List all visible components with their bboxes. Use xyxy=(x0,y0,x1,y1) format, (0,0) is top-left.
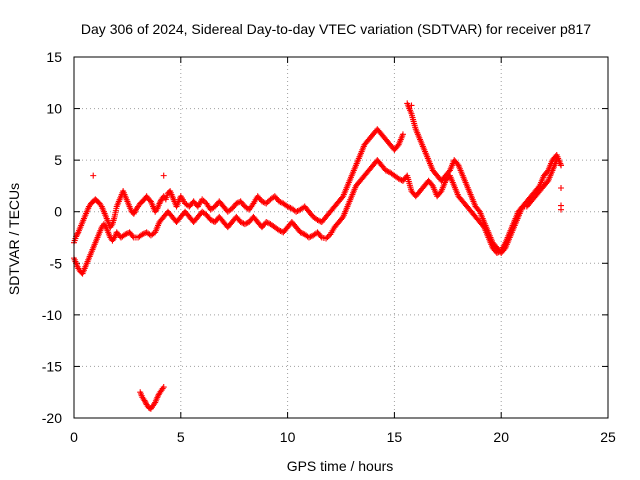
data-point xyxy=(131,209,138,216)
data-point xyxy=(156,200,163,207)
data-point xyxy=(239,219,246,226)
grid xyxy=(74,57,608,418)
data-point xyxy=(317,233,324,240)
plot-frame xyxy=(73,56,609,419)
x-tick-label: 25 xyxy=(600,429,616,445)
data-point xyxy=(207,216,214,223)
data-point xyxy=(297,229,304,236)
x-axis-label: GPS time / hours xyxy=(287,458,394,474)
data-point xyxy=(294,208,301,215)
data-point xyxy=(518,204,525,211)
data-point xyxy=(324,234,331,241)
data-point xyxy=(154,394,161,401)
x-tick-label: 10 xyxy=(280,429,296,445)
data-point xyxy=(73,232,80,239)
data-point xyxy=(394,142,401,149)
data-point xyxy=(284,203,291,210)
data-point xyxy=(437,189,444,196)
data-point xyxy=(264,199,271,206)
x-tick-label: 5 xyxy=(177,429,185,445)
data-point xyxy=(276,198,283,205)
data-point xyxy=(293,208,300,215)
data-point xyxy=(237,219,244,226)
data-point xyxy=(307,233,314,240)
y-tick-label: -20 xyxy=(42,410,62,426)
data-point xyxy=(558,206,565,213)
data-point xyxy=(454,161,461,168)
y-tick-label: 5 xyxy=(54,152,62,168)
data-point xyxy=(199,196,206,203)
data-point xyxy=(339,194,346,201)
data-point xyxy=(261,199,268,206)
data-point xyxy=(305,234,312,241)
data-point xyxy=(298,230,305,237)
data-point xyxy=(160,384,167,391)
data-point xyxy=(243,220,250,227)
data-point xyxy=(325,232,332,239)
data-point xyxy=(339,215,346,222)
data-point xyxy=(445,168,452,175)
y-tick-label: -15 xyxy=(42,358,62,374)
data-point xyxy=(141,397,148,404)
data-point xyxy=(130,210,137,217)
data-point xyxy=(276,227,283,234)
data-point xyxy=(384,168,391,175)
chart-title: Day 306 of 2024, Sidereal Day-to-day VTE… xyxy=(81,21,591,37)
data-point xyxy=(408,102,415,109)
data-point xyxy=(258,198,265,205)
data-point xyxy=(200,197,207,204)
data-point xyxy=(90,172,97,179)
data-point xyxy=(323,235,330,242)
data-point xyxy=(558,162,565,169)
data-point xyxy=(129,233,136,240)
y-axis-label: SDTVAR / TECUs xyxy=(6,183,22,295)
data-point xyxy=(263,219,270,226)
data-point xyxy=(314,216,321,223)
data-point xyxy=(233,200,240,207)
data-point xyxy=(493,249,500,256)
data-point xyxy=(475,207,482,214)
data-point xyxy=(74,230,81,237)
data-point xyxy=(139,231,146,238)
data-point xyxy=(558,184,565,191)
y-tick-label: 10 xyxy=(46,101,62,117)
y-tick-label: 0 xyxy=(54,204,62,220)
data-point xyxy=(241,221,248,228)
data-point xyxy=(263,200,270,207)
data-point xyxy=(160,172,167,179)
y-tick-label: -10 xyxy=(42,307,62,323)
data-point xyxy=(428,181,435,188)
data-point xyxy=(142,398,149,405)
data-point xyxy=(157,199,164,206)
data-point xyxy=(495,249,502,256)
data-point xyxy=(264,219,271,226)
data-point xyxy=(544,179,551,186)
x-tick-label: 0 xyxy=(70,429,78,445)
data-points xyxy=(71,100,565,412)
data-point xyxy=(277,199,284,206)
x-tick-label: 15 xyxy=(387,429,403,445)
data-point xyxy=(155,392,162,399)
data-point xyxy=(382,167,389,174)
axis-ticks: 0 5 10 15 20 25 -20 -15 -10 -5 0 5 10 15 xyxy=(42,49,616,445)
data-point xyxy=(286,204,293,211)
y-tick-label: 15 xyxy=(46,49,62,65)
data-point xyxy=(553,157,560,164)
data-point xyxy=(122,231,129,238)
data-point xyxy=(395,175,402,182)
y-tick-label: -5 xyxy=(50,255,63,271)
data-point xyxy=(480,222,487,229)
x-tick-label: 20 xyxy=(493,429,509,445)
data-point xyxy=(399,131,406,138)
